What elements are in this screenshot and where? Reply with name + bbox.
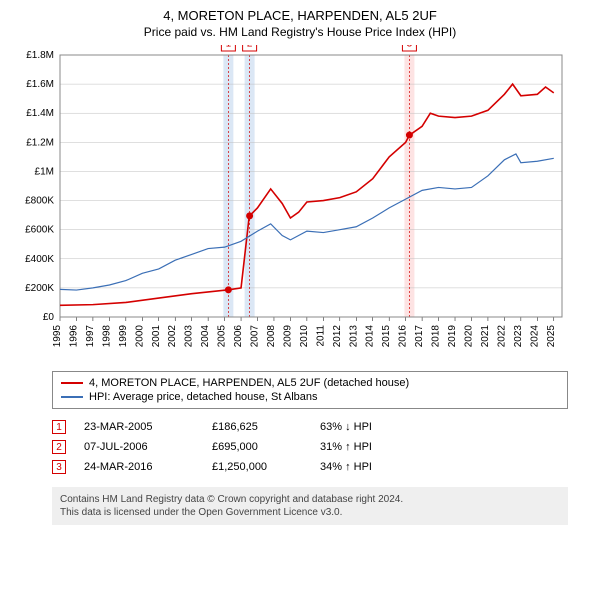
svg-text:2018: 2018 bbox=[431, 325, 442, 348]
sale-delta: 31% ↑ HPI bbox=[320, 441, 410, 453]
svg-text:2006: 2006 bbox=[233, 325, 244, 348]
sale-date: 24-MAR-2016 bbox=[84, 461, 194, 473]
legend-item: HPI: Average price, detached house, St A… bbox=[61, 390, 559, 404]
svg-text:2021: 2021 bbox=[480, 325, 491, 348]
svg-text:2024: 2024 bbox=[529, 325, 540, 348]
sale-marker: 3 bbox=[52, 460, 66, 474]
svg-text:2008: 2008 bbox=[266, 325, 277, 348]
svg-text:2025: 2025 bbox=[546, 325, 557, 348]
svg-text:2019: 2019 bbox=[447, 325, 458, 348]
svg-text:1996: 1996 bbox=[68, 325, 79, 348]
svg-text:2016: 2016 bbox=[398, 325, 409, 348]
sale-marker: 2 bbox=[52, 440, 66, 454]
chart-subtitle: Price paid vs. HM Land Registry's House … bbox=[12, 25, 588, 39]
footer-line: This data is licensed under the Open Gov… bbox=[60, 506, 560, 519]
legend-item: 4, MORETON PLACE, HARPENDEN, AL5 2UF (de… bbox=[61, 376, 559, 390]
svg-text:1998: 1998 bbox=[101, 325, 112, 348]
svg-text:1997: 1997 bbox=[85, 325, 96, 348]
sale-price: £1,250,000 bbox=[212, 461, 302, 473]
footer-line: Contains HM Land Registry data © Crown c… bbox=[60, 493, 560, 506]
svg-text:2: 2 bbox=[247, 45, 253, 50]
svg-text:2000: 2000 bbox=[134, 325, 145, 348]
price-chart: £0 £200K £400K £600K £800K £1M £1.2M £1.4M £1.6M… bbox=[12, 45, 572, 365]
svg-text:2001: 2001 bbox=[151, 325, 162, 348]
svg-text:£1.8M: £1.8M bbox=[26, 50, 54, 61]
sale-price: £695,000 bbox=[212, 441, 302, 453]
legend-swatch bbox=[61, 382, 83, 384]
licence-footer: Contains HM Land Registry data © Crown c… bbox=[52, 487, 568, 525]
svg-text:2004: 2004 bbox=[200, 325, 211, 348]
svg-text:2010: 2010 bbox=[299, 325, 310, 348]
svg-text:£1.6M: £1.6M bbox=[26, 79, 54, 90]
svg-text:£1.4M: £1.4M bbox=[26, 108, 54, 119]
svg-text:2017: 2017 bbox=[414, 325, 425, 348]
legend: 4, MORETON PLACE, HARPENDEN, AL5 2UF (de… bbox=[52, 371, 568, 409]
svg-text:1999: 1999 bbox=[118, 325, 129, 348]
svg-text:£600K: £600K bbox=[25, 225, 54, 236]
svg-text:£400K: £400K bbox=[25, 254, 54, 265]
sales-table: 1 23-MAR-2005 £186,625 63% ↓ HPI 2 07-JUL-200… bbox=[52, 417, 568, 477]
chart-title: 4, MORETON PLACE, HARPENDEN, AL5 2UF bbox=[12, 8, 588, 23]
sale-row: 2 07-JUL-2006 £695,000 31% ↑ HPI bbox=[52, 437, 568, 457]
chart-title-block: 4, MORETON PLACE, HARPENDEN, AL5 2UF Pri… bbox=[12, 8, 588, 39]
svg-text:2023: 2023 bbox=[513, 325, 524, 348]
svg-text:£0: £0 bbox=[43, 312, 55, 323]
svg-text:2012: 2012 bbox=[332, 325, 343, 348]
legend-label: 4, MORETON PLACE, HARPENDEN, AL5 2UF (de… bbox=[89, 377, 409, 389]
svg-text:2009: 2009 bbox=[282, 325, 293, 348]
sale-delta: 34% ↑ HPI bbox=[320, 461, 410, 473]
svg-text:2014: 2014 bbox=[365, 325, 376, 348]
svg-text:2015: 2015 bbox=[381, 325, 392, 348]
svg-text:1995: 1995 bbox=[52, 325, 63, 348]
sale-date: 07-JUL-2006 bbox=[84, 441, 194, 453]
svg-text:2013: 2013 bbox=[348, 325, 359, 348]
svg-text:2022: 2022 bbox=[496, 325, 507, 348]
sale-marker: 1 bbox=[52, 420, 66, 434]
chart-area: £0 £200K £400K £600K £800K £1M £1.2M £1.4M £1.6M… bbox=[12, 45, 588, 365]
svg-text:£800K: £800K bbox=[25, 196, 54, 207]
sale-date: 23-MAR-2005 bbox=[84, 421, 194, 433]
svg-text:2005: 2005 bbox=[217, 325, 228, 348]
svg-text:2020: 2020 bbox=[463, 325, 474, 348]
svg-text:3: 3 bbox=[407, 45, 413, 50]
sale-row: 3 24-MAR-2016 £1,250,000 34% ↑ HPI bbox=[52, 457, 568, 477]
svg-text:£1.2M: £1.2M bbox=[26, 137, 54, 148]
svg-text:1: 1 bbox=[226, 45, 232, 50]
sale-delta: 63% ↓ HPI bbox=[320, 421, 410, 433]
sale-row: 1 23-MAR-2005 £186,625 63% ↓ HPI bbox=[52, 417, 568, 437]
legend-label: HPI: Average price, detached house, St A… bbox=[89, 391, 318, 403]
svg-text:2003: 2003 bbox=[184, 325, 195, 348]
svg-text:£1M: £1M bbox=[35, 166, 54, 177]
svg-text:2002: 2002 bbox=[167, 325, 178, 348]
svg-text:2011: 2011 bbox=[315, 325, 326, 347]
legend-swatch bbox=[61, 396, 83, 398]
svg-text:£200K: £200K bbox=[25, 283, 54, 294]
svg-text:2007: 2007 bbox=[250, 325, 261, 348]
sale-price: £186,625 bbox=[212, 421, 302, 433]
